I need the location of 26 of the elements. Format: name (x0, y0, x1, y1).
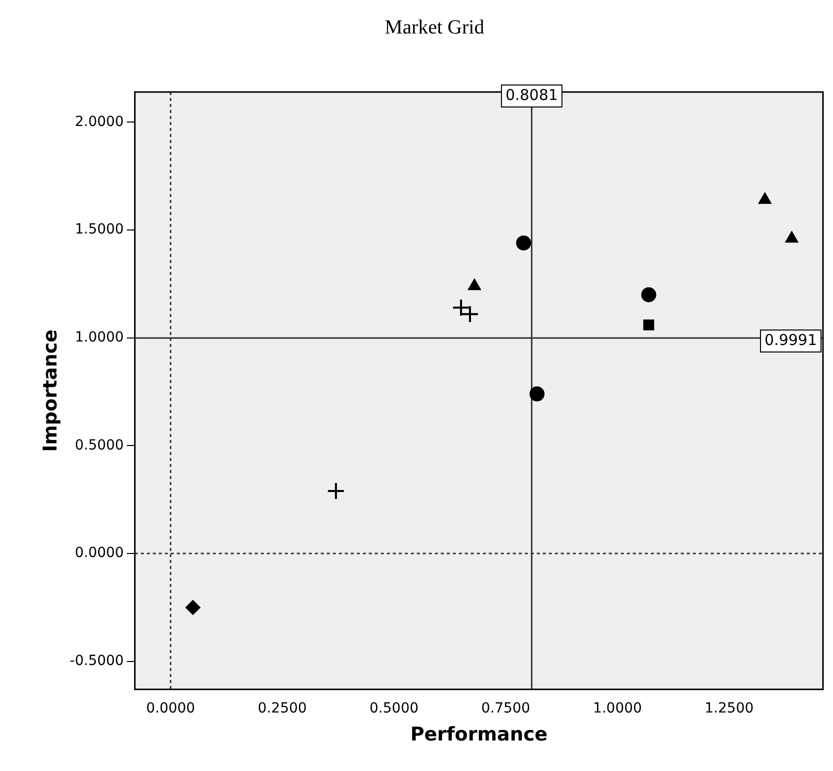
y-tick-label: 0.0000 (74, 545, 124, 562)
y-tick-label: 2.0000 (74, 114, 124, 130)
point (785, 231, 798, 243)
y-tick-label: 0.5000 (74, 437, 124, 454)
ref-line-label: 0.9991 (764, 330, 818, 349)
x-tick-label: 0.2500 (258, 700, 307, 716)
point (641, 287, 656, 302)
x-tick-label: 1.0000 (592, 700, 642, 716)
point (185, 600, 200, 615)
point (326, 482, 345, 500)
y-tick-label: 1.5000 (74, 222, 124, 238)
point (530, 386, 545, 402)
x-tick-label: 0.0000 (146, 700, 196, 716)
x-tick-label: 0.7500 (481, 700, 530, 716)
x-tick-label: 0.5000 (370, 700, 419, 716)
point (516, 235, 532, 250)
chart-title: Market Grid (384, 16, 484, 38)
point (643, 319, 654, 330)
y-tick-label: -0.5000 (70, 653, 124, 670)
x-tick-label: 1.2500 (704, 700, 754, 716)
x-axis-title: Performance (410, 724, 548, 746)
y-tick-label: 1.0000 (74, 330, 124, 346)
y-axis-title: Importance (39, 329, 62, 452)
ref-line-label: 0.8081 (505, 86, 558, 104)
point (758, 192, 772, 204)
point (468, 278, 482, 290)
